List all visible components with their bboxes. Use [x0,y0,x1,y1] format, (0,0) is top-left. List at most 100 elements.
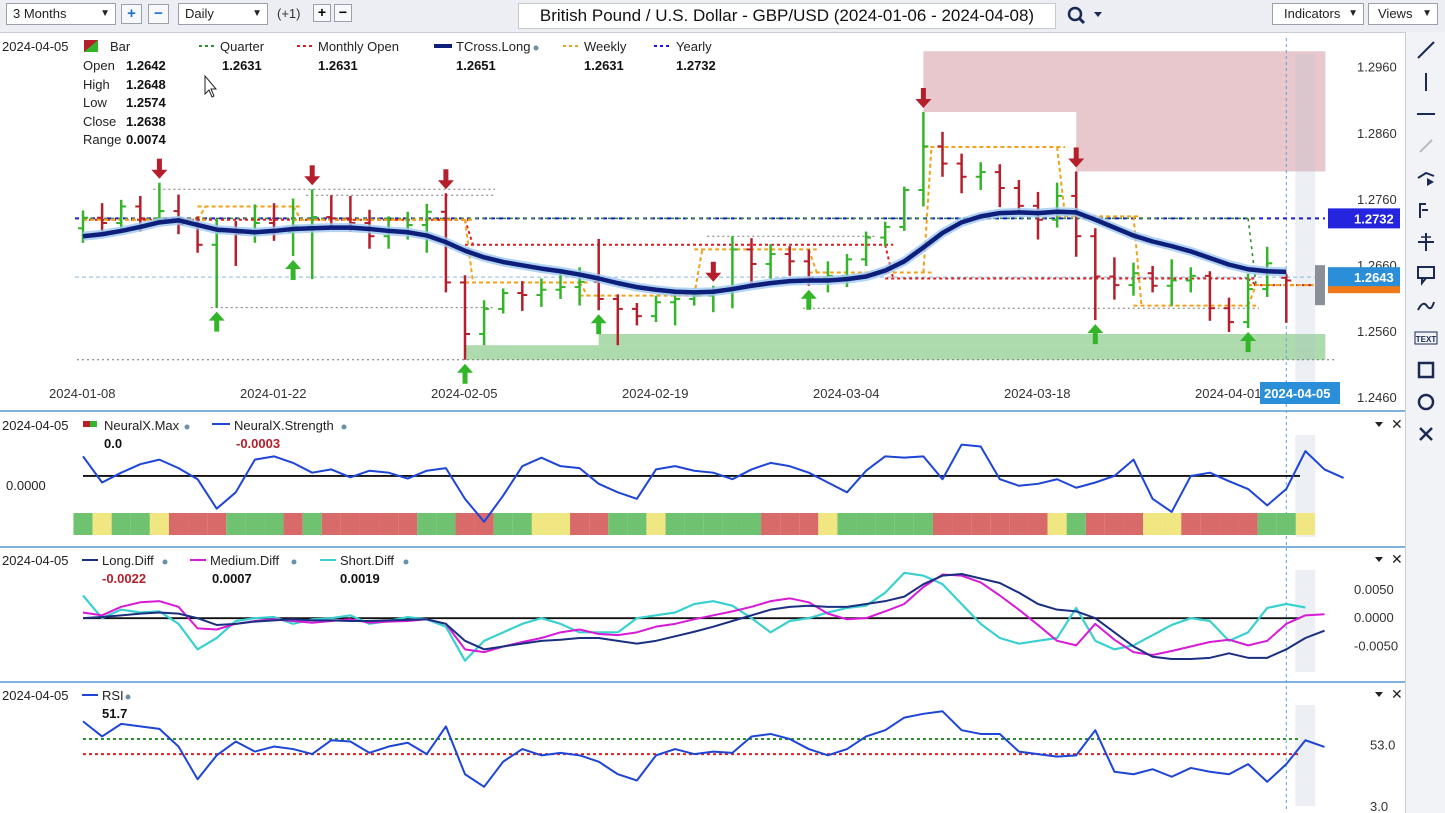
zoom-in-button[interactable]: + [121,4,142,24]
settings-dot-icon[interactable] [341,424,347,430]
price-bar[interactable] [861,231,872,266]
price-bar[interactable] [918,112,929,207]
price-bar[interactable] [727,236,738,309]
price-bar[interactable] [1109,257,1120,300]
price-bar[interactable] [479,300,490,346]
sell-signal-arrow-icon[interactable] [1068,147,1085,168]
sell-signal-arrow-icon[interactable] [151,158,168,179]
step-line-tool[interactable] [1412,196,1440,224]
price-bar[interactable] [1185,267,1196,293]
sell-signal-arrow-icon[interactable] [915,88,932,108]
regime-cell [952,513,972,535]
price-bar[interactable] [307,189,318,280]
indicators-menu[interactable]: Indicators ▼ [1272,3,1364,25]
price-bar[interactable] [1224,297,1234,333]
price-bar[interactable] [784,246,795,276]
price-bar[interactable] [1013,180,1024,214]
price-bar[interactable] [249,204,260,243]
price-bar[interactable] [1052,182,1063,228]
horizontal-line-tool[interactable] [1412,100,1440,128]
price-bar[interactable] [1147,265,1158,293]
supply-zone [1076,112,1326,172]
callout-tool[interactable] [1412,260,1440,288]
price-bar[interactable] [517,281,528,311]
price-bar[interactable] [498,288,509,314]
crosshair-tool[interactable] [1412,228,1440,256]
price-bar[interactable] [1281,273,1292,323]
buy-signal-arrow-icon[interactable] [1087,324,1104,345]
vertical-line-tool[interactable] [1412,68,1440,96]
buy-signal-arrow-icon[interactable] [457,363,473,384]
price-bar[interactable] [78,210,88,243]
zoom-out-button[interactable]: − [148,4,169,24]
price-bar[interactable] [1204,271,1215,321]
timeframe-select[interactable]: 3 Months ▼ [6,3,116,25]
search-button[interactable] [1064,4,1108,26]
price-bar[interactable] [651,295,661,323]
curve-tool[interactable] [1412,292,1440,320]
views-label: Views [1378,6,1413,21]
price-bar[interactable] [97,203,108,232]
price-bar[interactable] [536,278,547,307]
regime-cell [1219,513,1239,535]
views-menu[interactable]: Views ▼ [1368,3,1438,25]
price-bar[interactable] [1243,273,1254,329]
buy-signal-arrow-icon[interactable] [208,311,225,332]
chart-canvas[interactable]: 1.25601.26601.27601.28601.29601.24602024… [0,32,1405,813]
current-bar-column [1295,54,1316,396]
price-bar[interactable] [975,162,986,190]
sell-signal-arrow-icon[interactable] [705,261,722,282]
interval-select[interactable]: Daily ▼ [178,3,268,25]
price-bar[interactable] [880,221,891,247]
buy-signal-arrow-icon[interactable] [800,289,817,310]
close-panel-icon[interactable]: ✕ [1391,416,1403,432]
chevron-down-icon: ▼ [252,8,262,19]
buy-signal-arrow-icon[interactable] [1240,332,1257,353]
price-bar[interactable] [994,164,1005,208]
price-bar[interactable] [421,203,432,253]
settings-dot-icon[interactable] [403,559,409,565]
add-panel-button[interactable]: + [313,4,331,22]
diff-panel-controls: ✕ [1375,551,1403,567]
settings-dot-icon[interactable] [162,559,168,565]
sell-signal-arrow-icon[interactable] [437,169,454,190]
ellipse-tool[interactable] [1412,388,1440,416]
price-bar[interactable] [956,153,967,194]
rectangle-tool[interactable] [1412,356,1440,384]
price-bar[interactable] [460,275,470,360]
collapse-panel-icon[interactable] [1375,422,1383,427]
settings-dot-icon[interactable] [125,694,131,700]
instrument-title[interactable]: British Pound / U.S. Dollar - GBP/USD (2… [518,3,1056,29]
remove-panel-button[interactable]: − [334,4,352,22]
settings-dot-icon[interactable] [291,559,297,565]
last-bar-scroll-handle[interactable] [1315,265,1325,306]
trendline-tool[interactable] [1412,36,1440,64]
close-label: Close [83,114,116,129]
price-bar[interactable] [1166,259,1177,306]
text-tool[interactable]: TEXT [1412,324,1440,352]
buy-signal-arrow-icon[interactable] [285,260,302,281]
sell-signal-arrow-icon[interactable] [304,165,321,186]
settings-dot-icon[interactable] [533,45,539,51]
close-panel-icon[interactable]: ✕ [1391,551,1403,567]
regime-cell [1104,513,1124,535]
price-bar[interactable] [612,294,623,346]
ray-tool[interactable] [1412,132,1440,160]
pitchfork-tool[interactable] [1412,164,1440,192]
price-bar[interactable] [937,131,948,177]
collapse-panel-icon[interactable] [1375,557,1383,562]
close-panel-icon[interactable]: ✕ [1391,686,1403,702]
settings-dot-icon[interactable] [184,424,190,430]
price-bar[interactable] [899,186,910,231]
current-bar-column [1295,570,1316,672]
price-bar[interactable] [631,302,642,326]
price-bar[interactable] [173,194,184,235]
buy-signal-arrow-icon[interactable] [590,314,607,335]
price-bar[interactable] [1128,262,1139,296]
delete-drawings-tool[interactable] [1412,420,1440,448]
price-bar[interactable] [746,238,757,288]
regime-cell [264,513,284,535]
collapse-panel-icon[interactable] [1375,692,1383,697]
price-bar[interactable] [765,244,776,279]
price-bar[interactable] [1090,228,1101,321]
